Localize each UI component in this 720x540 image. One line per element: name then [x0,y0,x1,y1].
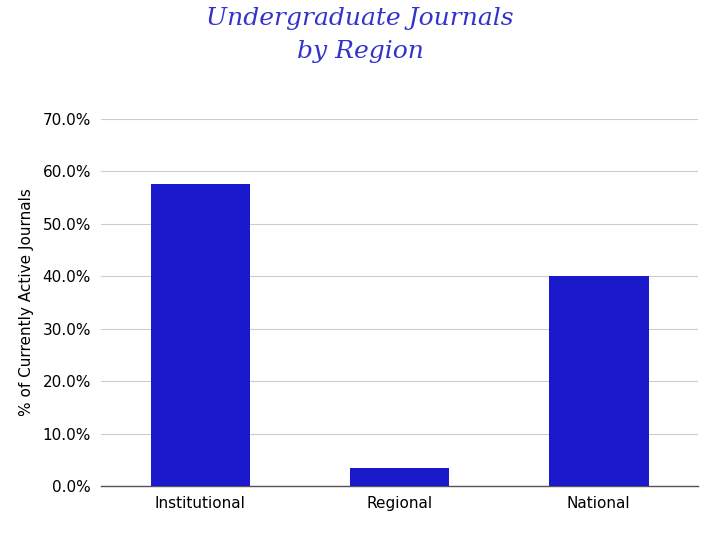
Bar [150,184,251,486]
Bar [549,276,649,486]
Y-axis label: % of Currently Active Journals: % of Currently Active Journals [19,188,35,416]
Text: by Region: by Region [297,40,423,63]
Bar [350,468,449,486]
Text: Undergraduate Journals: Undergraduate Journals [206,8,514,30]
